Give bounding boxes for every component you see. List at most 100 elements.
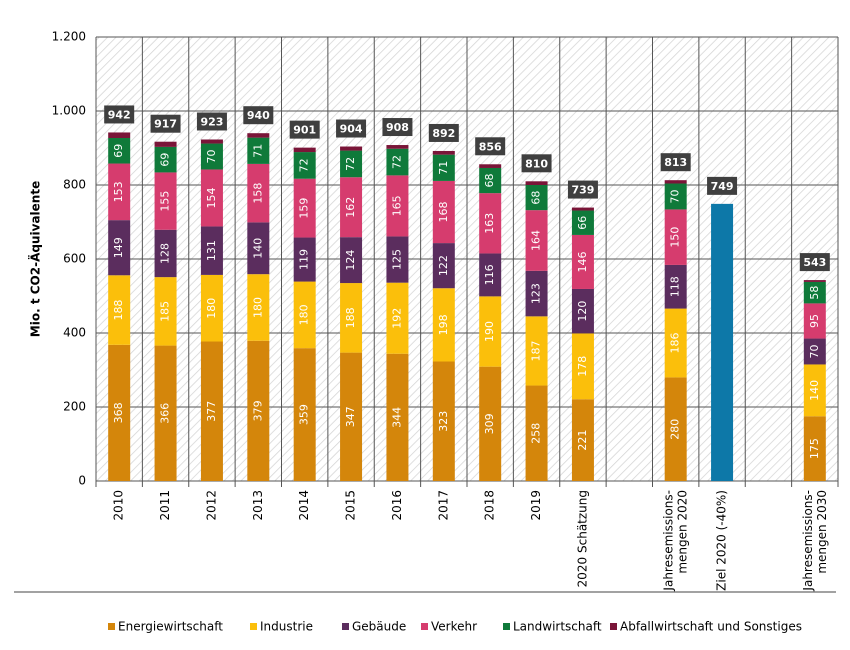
total-box	[567, 180, 598, 199]
bar-segment	[247, 163, 270, 223]
total-label: 749	[711, 180, 734, 193]
bar-segment	[664, 180, 687, 184]
total-label: 901	[293, 124, 316, 137]
total-box	[382, 118, 413, 137]
data-label: 178	[576, 356, 589, 377]
bar-segment	[432, 288, 455, 362]
bar-segment	[571, 234, 594, 289]
data-label: 150	[669, 227, 682, 248]
data-label: 123	[530, 283, 543, 304]
bar-segment	[293, 348, 316, 481]
data-label: 309	[483, 413, 496, 434]
x-tick-label: 2012	[204, 490, 218, 521]
legend-swatch	[342, 623, 349, 630]
legend-swatch	[610, 623, 617, 630]
bar-segment	[386, 145, 409, 149]
bar-segment	[803, 280, 826, 282]
bar-segment	[571, 210, 594, 235]
y-tick-label: 200	[63, 400, 86, 414]
bar-segment	[247, 274, 270, 341]
data-label: 162	[344, 197, 357, 218]
data-label: 140	[251, 238, 264, 259]
data-label: 323	[437, 411, 450, 432]
data-label: 168	[437, 202, 450, 223]
total-label: 904	[340, 123, 363, 136]
data-label: 124	[344, 250, 357, 271]
bar-segment	[803, 364, 826, 417]
data-label: 69	[112, 144, 125, 158]
data-label: 221	[576, 430, 589, 451]
data-label: 188	[112, 300, 125, 321]
total-label: 940	[247, 109, 270, 122]
y-tick-label: 400	[63, 326, 86, 340]
data-label: 122	[437, 255, 450, 276]
data-label: 366	[159, 403, 172, 424]
total-box	[521, 154, 552, 173]
x-tick-label: 2020 Schätzung	[575, 490, 589, 587]
data-label: 180	[251, 297, 264, 318]
bar-segment	[247, 340, 270, 481]
data-label: 71	[437, 161, 450, 175]
total-label: 813	[664, 156, 687, 169]
total-box	[707, 176, 738, 195]
bar-segment	[247, 222, 270, 275]
bar-segment	[293, 147, 316, 153]
bar-segment	[154, 229, 177, 278]
legend-label: Verkehr	[431, 620, 477, 634]
data-label: 120	[576, 301, 589, 322]
total-box	[150, 114, 181, 133]
total-label: 908	[386, 121, 409, 134]
data-label: 128	[159, 243, 172, 264]
total-box	[243, 106, 274, 125]
bar-segment	[432, 150, 455, 155]
x-tick-label: Jahresemissions-mengen 2020	[661, 490, 689, 592]
bar-segment	[432, 243, 455, 289]
y-tick-label: 0	[78, 474, 86, 488]
bar-segment	[340, 146, 363, 151]
data-label: 72	[390, 155, 403, 169]
bar-segment	[571, 207, 594, 211]
total-label: 543	[803, 256, 826, 269]
data-label: 347	[344, 406, 357, 427]
x-tick-label: 2013	[251, 490, 265, 521]
total-box	[196, 112, 227, 131]
total-label: 892	[432, 127, 455, 140]
data-label: 158	[251, 183, 264, 204]
x-tick-label: 2011	[158, 490, 172, 521]
x-tick-label: 2010	[112, 490, 126, 521]
data-label: 154	[205, 187, 218, 208]
bar-segment	[571, 333, 594, 400]
bar-segment	[525, 181, 548, 185]
legend-swatch	[421, 623, 428, 630]
legend-swatch	[250, 623, 257, 630]
bar-segment	[200, 341, 223, 481]
legend-label: Gebäude	[352, 620, 406, 634]
bar-segment	[293, 237, 316, 282]
total-box	[475, 137, 506, 156]
bar-segment	[108, 220, 131, 276]
data-label: 180	[205, 298, 218, 319]
data-label: 153	[112, 181, 125, 202]
bar-segment	[525, 185, 548, 211]
bar-segment	[200, 226, 223, 275]
bar-segment	[525, 270, 548, 317]
data-label: 163	[483, 213, 496, 234]
bar-segment	[154, 146, 177, 173]
y-axis-label: Mio. t CO2-Äquivalente	[28, 181, 43, 337]
data-label: 72	[298, 158, 311, 172]
data-label: 66	[576, 216, 589, 230]
total-box	[104, 105, 135, 124]
bar-segment	[154, 141, 177, 147]
total-box	[336, 119, 367, 138]
data-label: 70	[669, 189, 682, 203]
bar-segment	[386, 282, 409, 354]
bar-segment	[108, 163, 131, 221]
total-label: 810	[525, 157, 548, 170]
legend-label: Abfallwirtschaft und Sonstiges	[620, 620, 802, 634]
bar-segment	[664, 308, 687, 378]
data-label: 146	[576, 251, 589, 272]
data-label: 190	[483, 321, 496, 342]
bar-segment	[479, 253, 502, 297]
data-label: 164	[530, 230, 543, 251]
